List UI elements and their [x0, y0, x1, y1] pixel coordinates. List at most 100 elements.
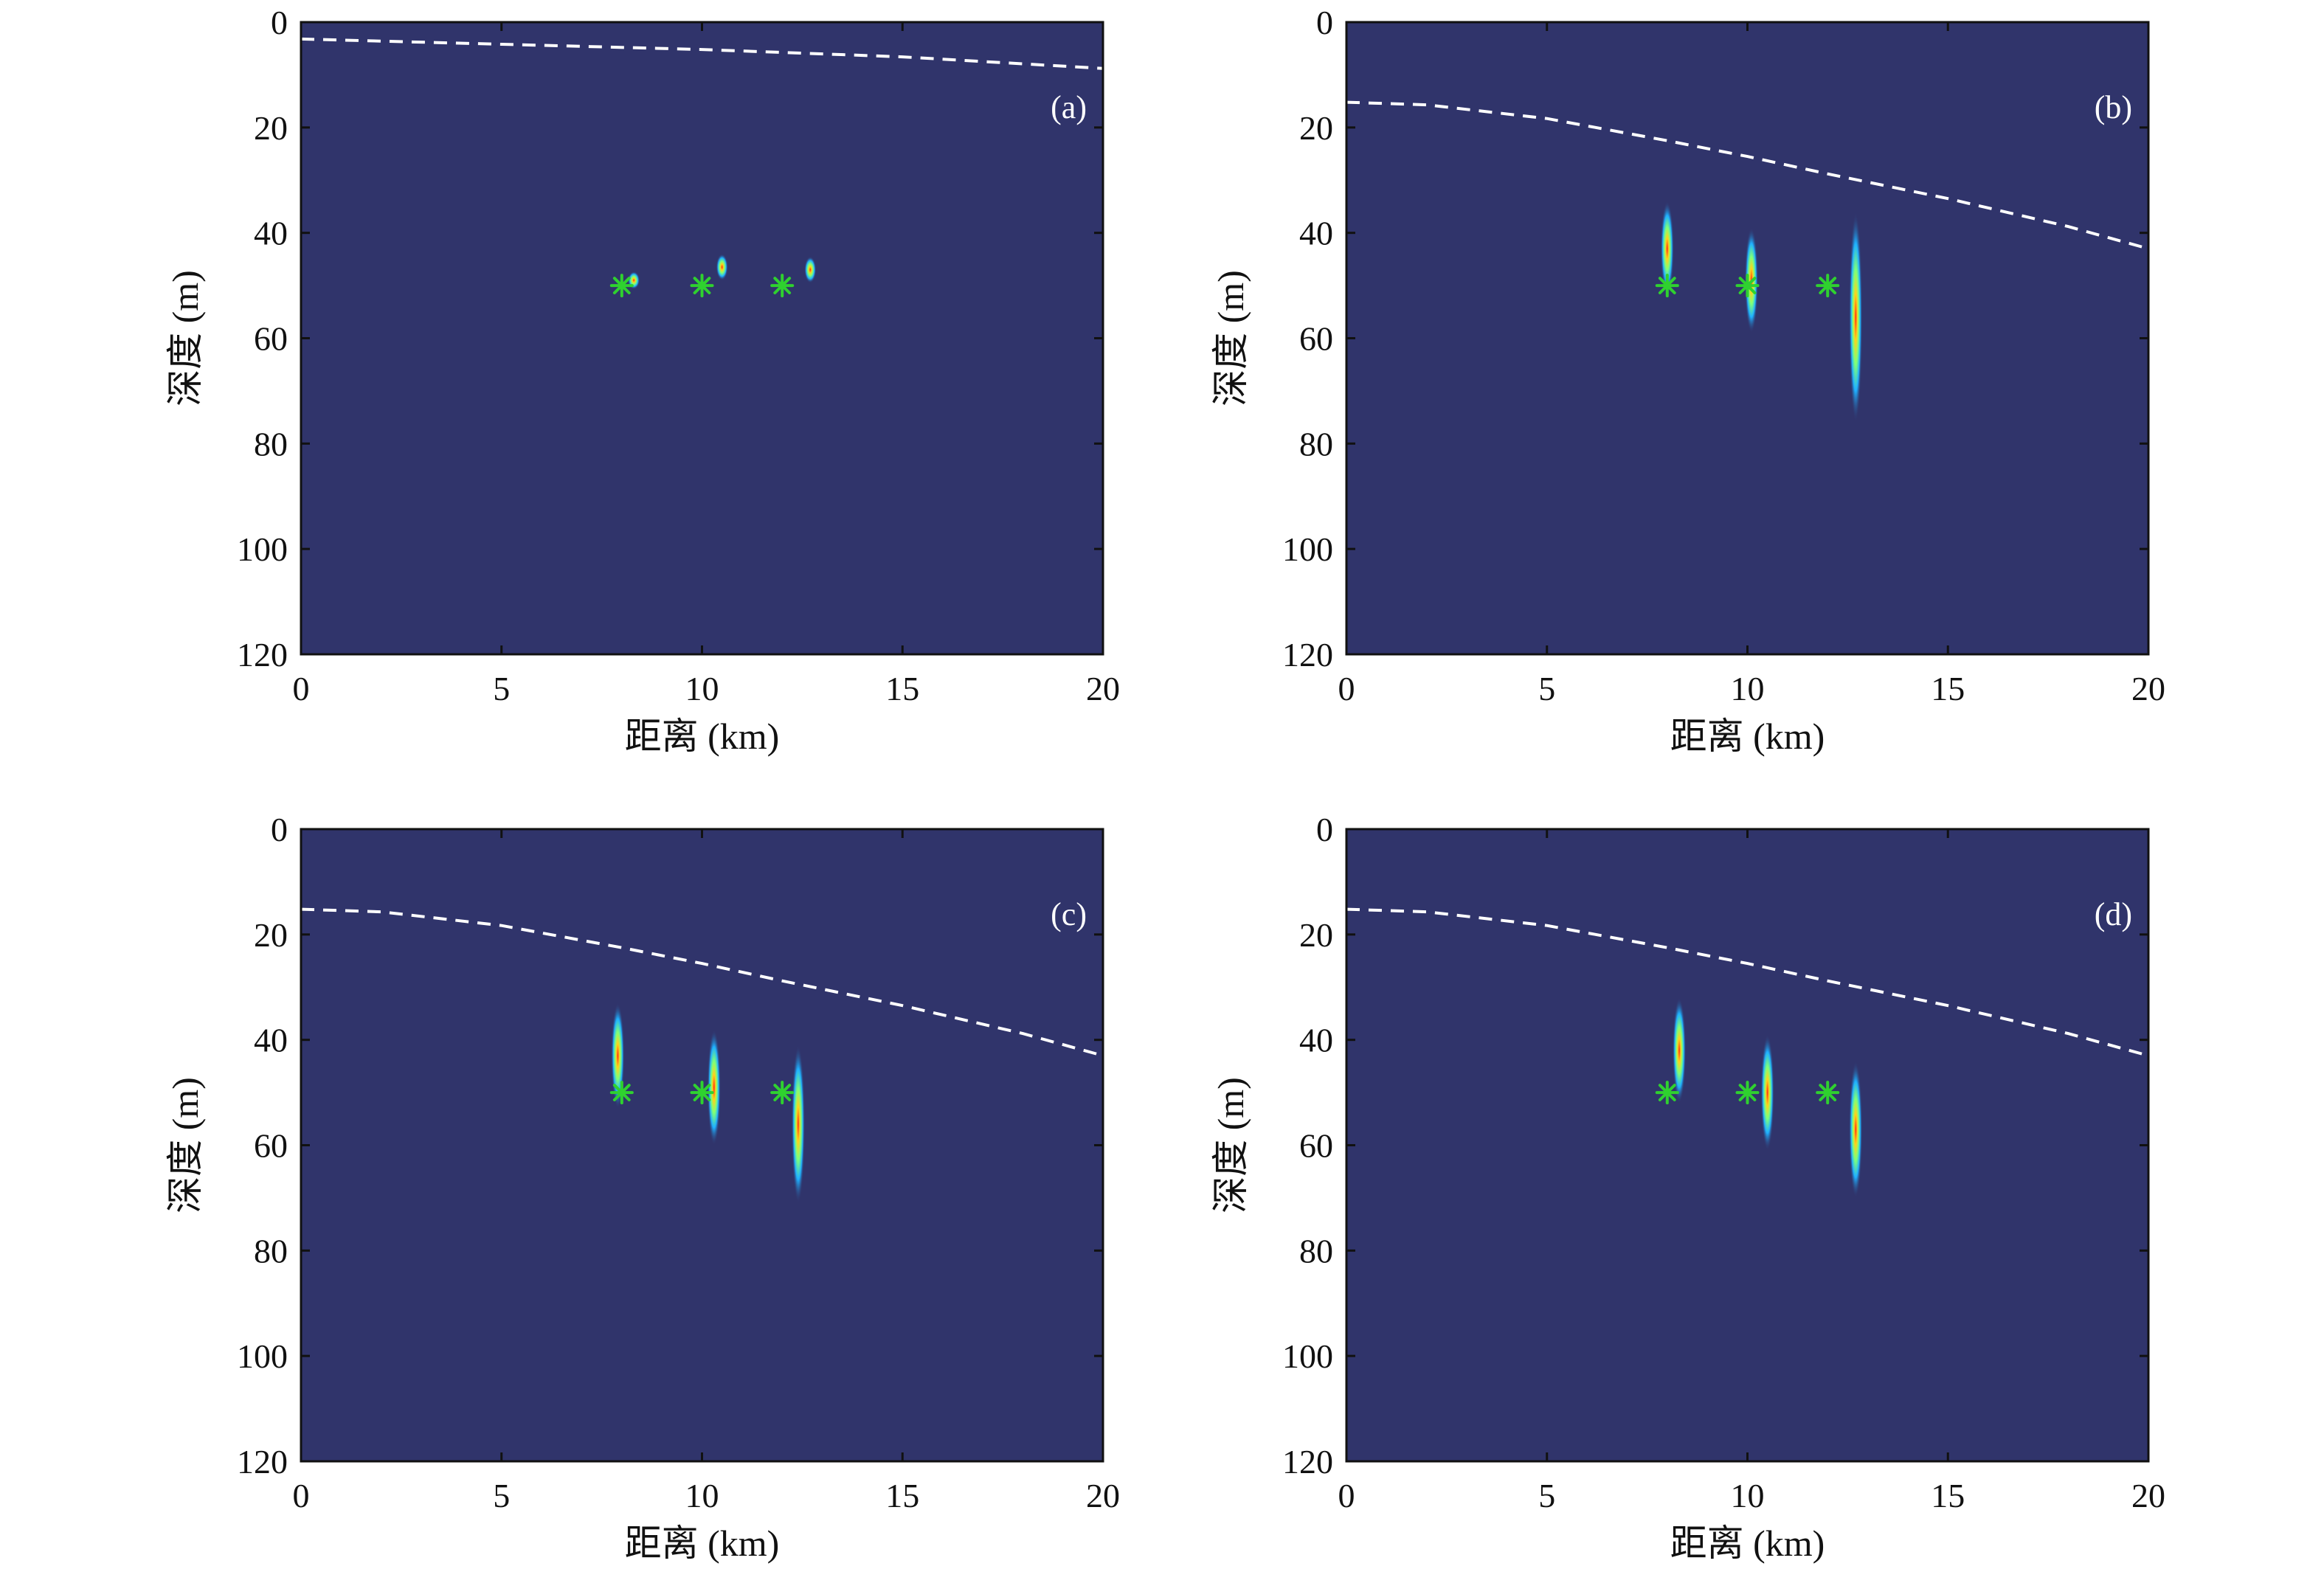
x-tick-label: 15	[1931, 1477, 1965, 1514]
marker-stroke	[693, 1084, 711, 1101]
source-marker-3	[770, 274, 795, 298]
x-tick-label: 20	[2131, 1477, 2165, 1514]
x-tick-label: 0	[293, 670, 310, 707]
chart-panel-4: 0 5 10 15 20 0 20 40 60 80 100 120 距离 (km) 深度 (m) (d)	[1210, 811, 2165, 1564]
panel-label: (d)	[2095, 896, 2132, 932]
x-axis-label: 距离 (km)	[625, 1523, 780, 1564]
marker-stroke	[693, 277, 711, 294]
focal-spot-1	[1673, 997, 1687, 1104]
y-tick-label: 0	[1316, 4, 1333, 41]
y-tick-label: 100	[237, 1337, 288, 1375]
plot-area	[301, 22, 1103, 654]
interface-dashed-line	[1346, 100, 2149, 251]
y-axis-label: 深度 (m)	[1210, 270, 1251, 406]
marker-stroke	[1819, 1084, 1837, 1101]
y-axis-label: 深度 (m)	[165, 270, 206, 406]
y-tick-label: 40	[254, 215, 288, 252]
x-tick-label: 15	[885, 1477, 919, 1514]
marker-stroke	[612, 277, 631, 294]
marker-stroke	[1658, 1084, 1676, 1101]
focal-spot-2	[707, 1029, 721, 1146]
x-axis-label: 距离 (km)	[625, 716, 780, 757]
panel-label: (c)	[1051, 896, 1087, 932]
y-tick-label: 60	[254, 1127, 288, 1165]
source-marker-1	[609, 1081, 634, 1105]
y-tick-label: 20	[1299, 109, 1333, 147]
x-tick-label: 15	[885, 670, 919, 707]
focal-spot-3	[791, 1045, 805, 1204]
x-axis-label: 距离 (km)	[1670, 1523, 1825, 1564]
interface-dashed-line	[300, 907, 1104, 1058]
chart-panel-3: 0 5 10 15 20 0 20 40 60 80 100 120 距离 (km) 深度 (m) (c)	[165, 811, 1120, 1564]
y-tick-label: 100	[1282, 530, 1333, 568]
source-marker-3	[1816, 1081, 1840, 1105]
y-tick-label: 20	[254, 916, 288, 954]
source-marker-1	[1655, 1081, 1679, 1105]
y-tick-label: 20	[1299, 916, 1333, 954]
x-tick-label: 20	[1086, 1477, 1120, 1514]
x-tick-label: 5	[493, 670, 510, 707]
y-tick-label: 60	[254, 320, 288, 358]
x-tick-label: 0	[1338, 1477, 1355, 1514]
y-tick-label: 40	[1299, 215, 1333, 252]
x-tick-label: 5	[493, 1477, 510, 1514]
y-tick-label: 0	[271, 811, 288, 848]
source-marker-1	[1655, 274, 1679, 298]
y-tick-label: 120	[237, 1443, 288, 1480]
source-marker-3	[1816, 274, 1840, 298]
x-tick-label: 10	[1731, 1477, 1765, 1514]
marker-stroke	[612, 1084, 631, 1101]
y-tick-label: 80	[1299, 1232, 1333, 1270]
x-tick-label: 0	[293, 1477, 310, 1514]
source-marker-2	[690, 1081, 714, 1105]
y-tick-label: 120	[1282, 636, 1333, 673]
x-tick-label: 0	[1338, 670, 1355, 707]
y-tick-label: 120	[237, 636, 288, 673]
marker-stroke	[1658, 277, 1676, 294]
focal-spot-2	[716, 254, 728, 280]
y-tick-label: 40	[254, 1022, 288, 1059]
source-marker-2	[1735, 1081, 1760, 1105]
y-tick-label: 60	[1299, 1127, 1333, 1165]
panel-label: (a)	[1051, 89, 1087, 125]
chart-panel-1: 0 5 10 15 20 0 20 40 60 80 100 120 距离 (km) 深度 (m) (a)	[165, 4, 1120, 757]
x-tick-label: 10	[685, 670, 719, 707]
marker-stroke	[1738, 277, 1757, 294]
y-axis-label: 深度 (m)	[165, 1077, 206, 1213]
focal-spot-2	[1760, 1034, 1774, 1151]
interface-dashed-line	[300, 37, 1104, 70]
marker-stroke	[1738, 1084, 1757, 1101]
source-marker-1	[609, 274, 634, 298]
x-tick-label: 10	[1731, 670, 1765, 707]
panel-label: (b)	[2095, 89, 2132, 125]
y-tick-label: 80	[1299, 425, 1333, 463]
marker-stroke	[1819, 277, 1837, 294]
x-tick-label: 15	[1931, 670, 1965, 707]
focal-spot-3	[1849, 1061, 1863, 1198]
y-tick-label: 80	[254, 1232, 288, 1270]
y-tick-label: 120	[1282, 1443, 1333, 1480]
y-tick-label: 0	[1316, 811, 1333, 848]
y-tick-label: 60	[1299, 320, 1333, 358]
x-tick-label: 20	[1086, 670, 1120, 707]
source-marker-2	[1735, 274, 1760, 298]
x-tick-label: 10	[685, 1477, 719, 1514]
x-axis-label: 距离 (km)	[1670, 716, 1825, 757]
plot-area	[301, 829, 1103, 1461]
focal-spot-3	[1849, 212, 1863, 423]
x-tick-label: 5	[1538, 1477, 1555, 1514]
y-tick-label: 100	[1282, 1337, 1333, 1375]
marker-stroke	[773, 277, 792, 294]
y-tick-label: 80	[254, 425, 288, 463]
marker-stroke	[773, 1084, 792, 1101]
y-tick-label: 0	[271, 4, 288, 41]
plot-area	[1346, 829, 2148, 1461]
focal-spot-3	[804, 256, 817, 283]
y-tick-label: 20	[254, 109, 288, 147]
x-tick-label: 5	[1538, 670, 1555, 707]
interface-dashed-line	[1346, 907, 2149, 1058]
focal-spot-1	[1660, 201, 1674, 297]
source-marker-2	[690, 274, 714, 298]
plot-area	[1346, 22, 2148, 654]
